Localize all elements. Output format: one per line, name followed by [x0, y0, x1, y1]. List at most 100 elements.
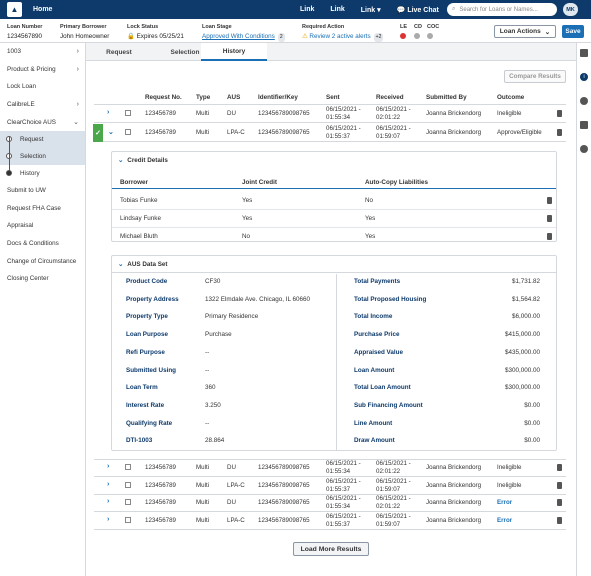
expand-row-chevron-icon[interactable]: ›: [107, 516, 110, 524]
expand-row-chevron-icon[interactable]: ›: [107, 480, 110, 488]
document-icon[interactable]: [547, 215, 552, 222]
submitted-by: Joanna Brickendorg: [426, 517, 482, 525]
outcome: Ineligible: [497, 110, 522, 117]
top-link-1[interactable]: Link: [300, 6, 315, 13]
sidebar-subitem-request[interactable]: Request: [0, 130, 85, 148]
document-icon[interactable]: [547, 197, 552, 204]
identifier-key: 123456789098765: [258, 517, 310, 525]
collapse-row-chevron-icon[interactable]: ⌄: [108, 129, 114, 136]
received-date: 06/15/2021 -: [376, 477, 411, 485]
live-chat-link[interactable]: 💬 Live Chat: [397, 6, 439, 14]
required-action-label: Required Action: [302, 24, 345, 30]
expand-row-chevron-icon[interactable]: ›: [107, 463, 110, 470]
borrower-label: Primary Borrower: [60, 24, 107, 30]
row-divider: [94, 459, 566, 460]
sidebar-item-calibrele[interactable]: CalibreLE ›: [0, 96, 85, 114]
tab-request[interactable]: Request: [106, 48, 132, 56]
sidebar-item-appraisal[interactable]: Appraisal: [0, 217, 85, 235]
lock-status-block: Lock Status 🔒 Expires 05/25/21: [127, 23, 184, 41]
chevron-right-icon: ›: [76, 48, 79, 56]
aus-field-label: Sub Financing Amount: [354, 401, 423, 409]
loan-stage-link[interactable]: Approved With Conditions: [202, 33, 275, 40]
search-placeholder: Search for Loans or Names...: [459, 6, 538, 13]
aus-data-set-header[interactable]: ⌄ AUS Data Set: [118, 261, 168, 268]
borrower-value: John Homeowner: [60, 33, 110, 40]
sidebar-item-docs-conditions[interactable]: Docs & Conditions: [0, 235, 85, 253]
sidebar-item-submit-uw[interactable]: Submit to UW: [0, 182, 85, 200]
sidebar-item-fha-case[interactable]: Request FHA Case: [0, 200, 85, 218]
contact-icon[interactable]: [580, 121, 588, 129]
sidebar-item-1003[interactable]: 1003 ›: [0, 43, 85, 61]
outcome: Ineligible: [497, 464, 522, 471]
loan-actions-dropdown[interactable]: Loan Actions ⌄: [494, 25, 556, 38]
row-checkbox[interactable]: [125, 499, 131, 506]
document-icon[interactable]: [547, 233, 552, 240]
column-header: Outcome: [497, 94, 525, 101]
sidebar-item-change-circumstance[interactable]: Change of Circumstance: [0, 252, 85, 270]
type: Multi: [196, 464, 210, 471]
borrower-block: Primary Borrower John Homeowner: [60, 23, 109, 41]
save-button[interactable]: Save: [562, 25, 584, 38]
sidebar-item-lock-loan[interactable]: Lock Loan: [0, 78, 85, 96]
row-checkbox[interactable]: [125, 110, 131, 116]
top-link-2[interactable]: Link: [330, 6, 345, 13]
le-label: LE: [400, 24, 408, 30]
document-icon[interactable]: [557, 110, 562, 117]
tab-selection[interactable]: Selection: [170, 48, 200, 56]
document-icon[interactable]: [580, 49, 588, 57]
aus-field-value: --: [205, 366, 210, 374]
aus-field-label: Total Income: [354, 313, 393, 321]
sidebar-subitem-history[interactable]: History: [0, 164, 85, 182]
row-checkbox[interactable]: [125, 129, 131, 135]
sidebar-item-closing-center[interactable]: Closing Center: [0, 270, 85, 288]
required-action-link[interactable]: Review 2 active alerts: [309, 33, 371, 40]
credit-details-header[interactable]: ⌄ Credit Details: [118, 157, 168, 164]
aus-field-value: Primary Residence: [205, 313, 259, 321]
loan-actions-label: Loan Actions: [499, 28, 541, 35]
top-link-3-dropdown[interactable]: Link ▾: [361, 6, 381, 14]
sidebar-item-product-pricing[interactable]: Product & Pricing ›: [0, 61, 85, 79]
row-checkbox[interactable]: [125, 517, 131, 524]
row-checkbox[interactable]: [125, 481, 131, 488]
home-link[interactable]: Home: [33, 6, 53, 13]
document-icon[interactable]: [557, 517, 562, 525]
credit-auto-copy: No: [365, 197, 374, 204]
row-checkbox[interactable]: [125, 464, 131, 470]
compare-results-button[interactable]: Compare Results: [504, 70, 566, 83]
sidebar-item-label: CalibreLE: [7, 101, 35, 109]
tab-history[interactable]: History: [201, 43, 267, 61]
expand-row-chevron-icon[interactable]: ›: [107, 498, 110, 506]
document-icon[interactable]: [557, 129, 562, 136]
received-date: 06/15/2021 -: [376, 460, 411, 467]
credit-auto-copy: Yes: [365, 215, 376, 222]
lock-icon: 🔒: [127, 33, 135, 40]
received-date: 06/15/2021 -: [376, 125, 411, 132]
chevron-down-icon: ⌄: [73, 119, 79, 127]
avatar[interactable]: MK: [563, 3, 578, 16]
document-icon[interactable]: [557, 464, 562, 471]
search-input[interactable]: ⌕ Search for Loans or Names...: [447, 3, 557, 16]
aus-field-label: Refi Purpose: [126, 348, 165, 356]
type: Multi: [196, 129, 210, 136]
received-time: 01:59:07: [376, 521, 401, 529]
credit-joint: Yes: [242, 215, 253, 222]
request-no: 123456789: [145, 129, 176, 136]
expand-row-chevron-icon[interactable]: ›: [107, 109, 110, 116]
document-icon[interactable]: [557, 499, 562, 507]
document-icon[interactable]: [557, 481, 562, 489]
column-header: Request No.: [145, 94, 182, 101]
load-more-button[interactable]: Load More Results: [293, 542, 369, 556]
loan-stage-count: 2: [277, 33, 285, 42]
clock-icon[interactable]: [580, 145, 588, 153]
sidebar-item-clearchoice-aus[interactable]: ClearChoice AUS ⌄: [0, 113, 85, 131]
aus-field-label: Loan Term: [126, 384, 158, 392]
aus: DU: [227, 464, 236, 471]
sidebar-subitem-selection[interactable]: Selection: [0, 147, 85, 165]
cd-check-icon: [414, 33, 420, 40]
info-icon[interactable]: i: [580, 73, 588, 81]
bell-icon[interactable]: [580, 97, 588, 105]
le-status: LE: [400, 23, 410, 41]
app-logo-icon[interactable]: ▲: [7, 2, 22, 17]
top-link-3-label: Link: [360, 6, 376, 14]
outcome: Error: [497, 517, 513, 525]
